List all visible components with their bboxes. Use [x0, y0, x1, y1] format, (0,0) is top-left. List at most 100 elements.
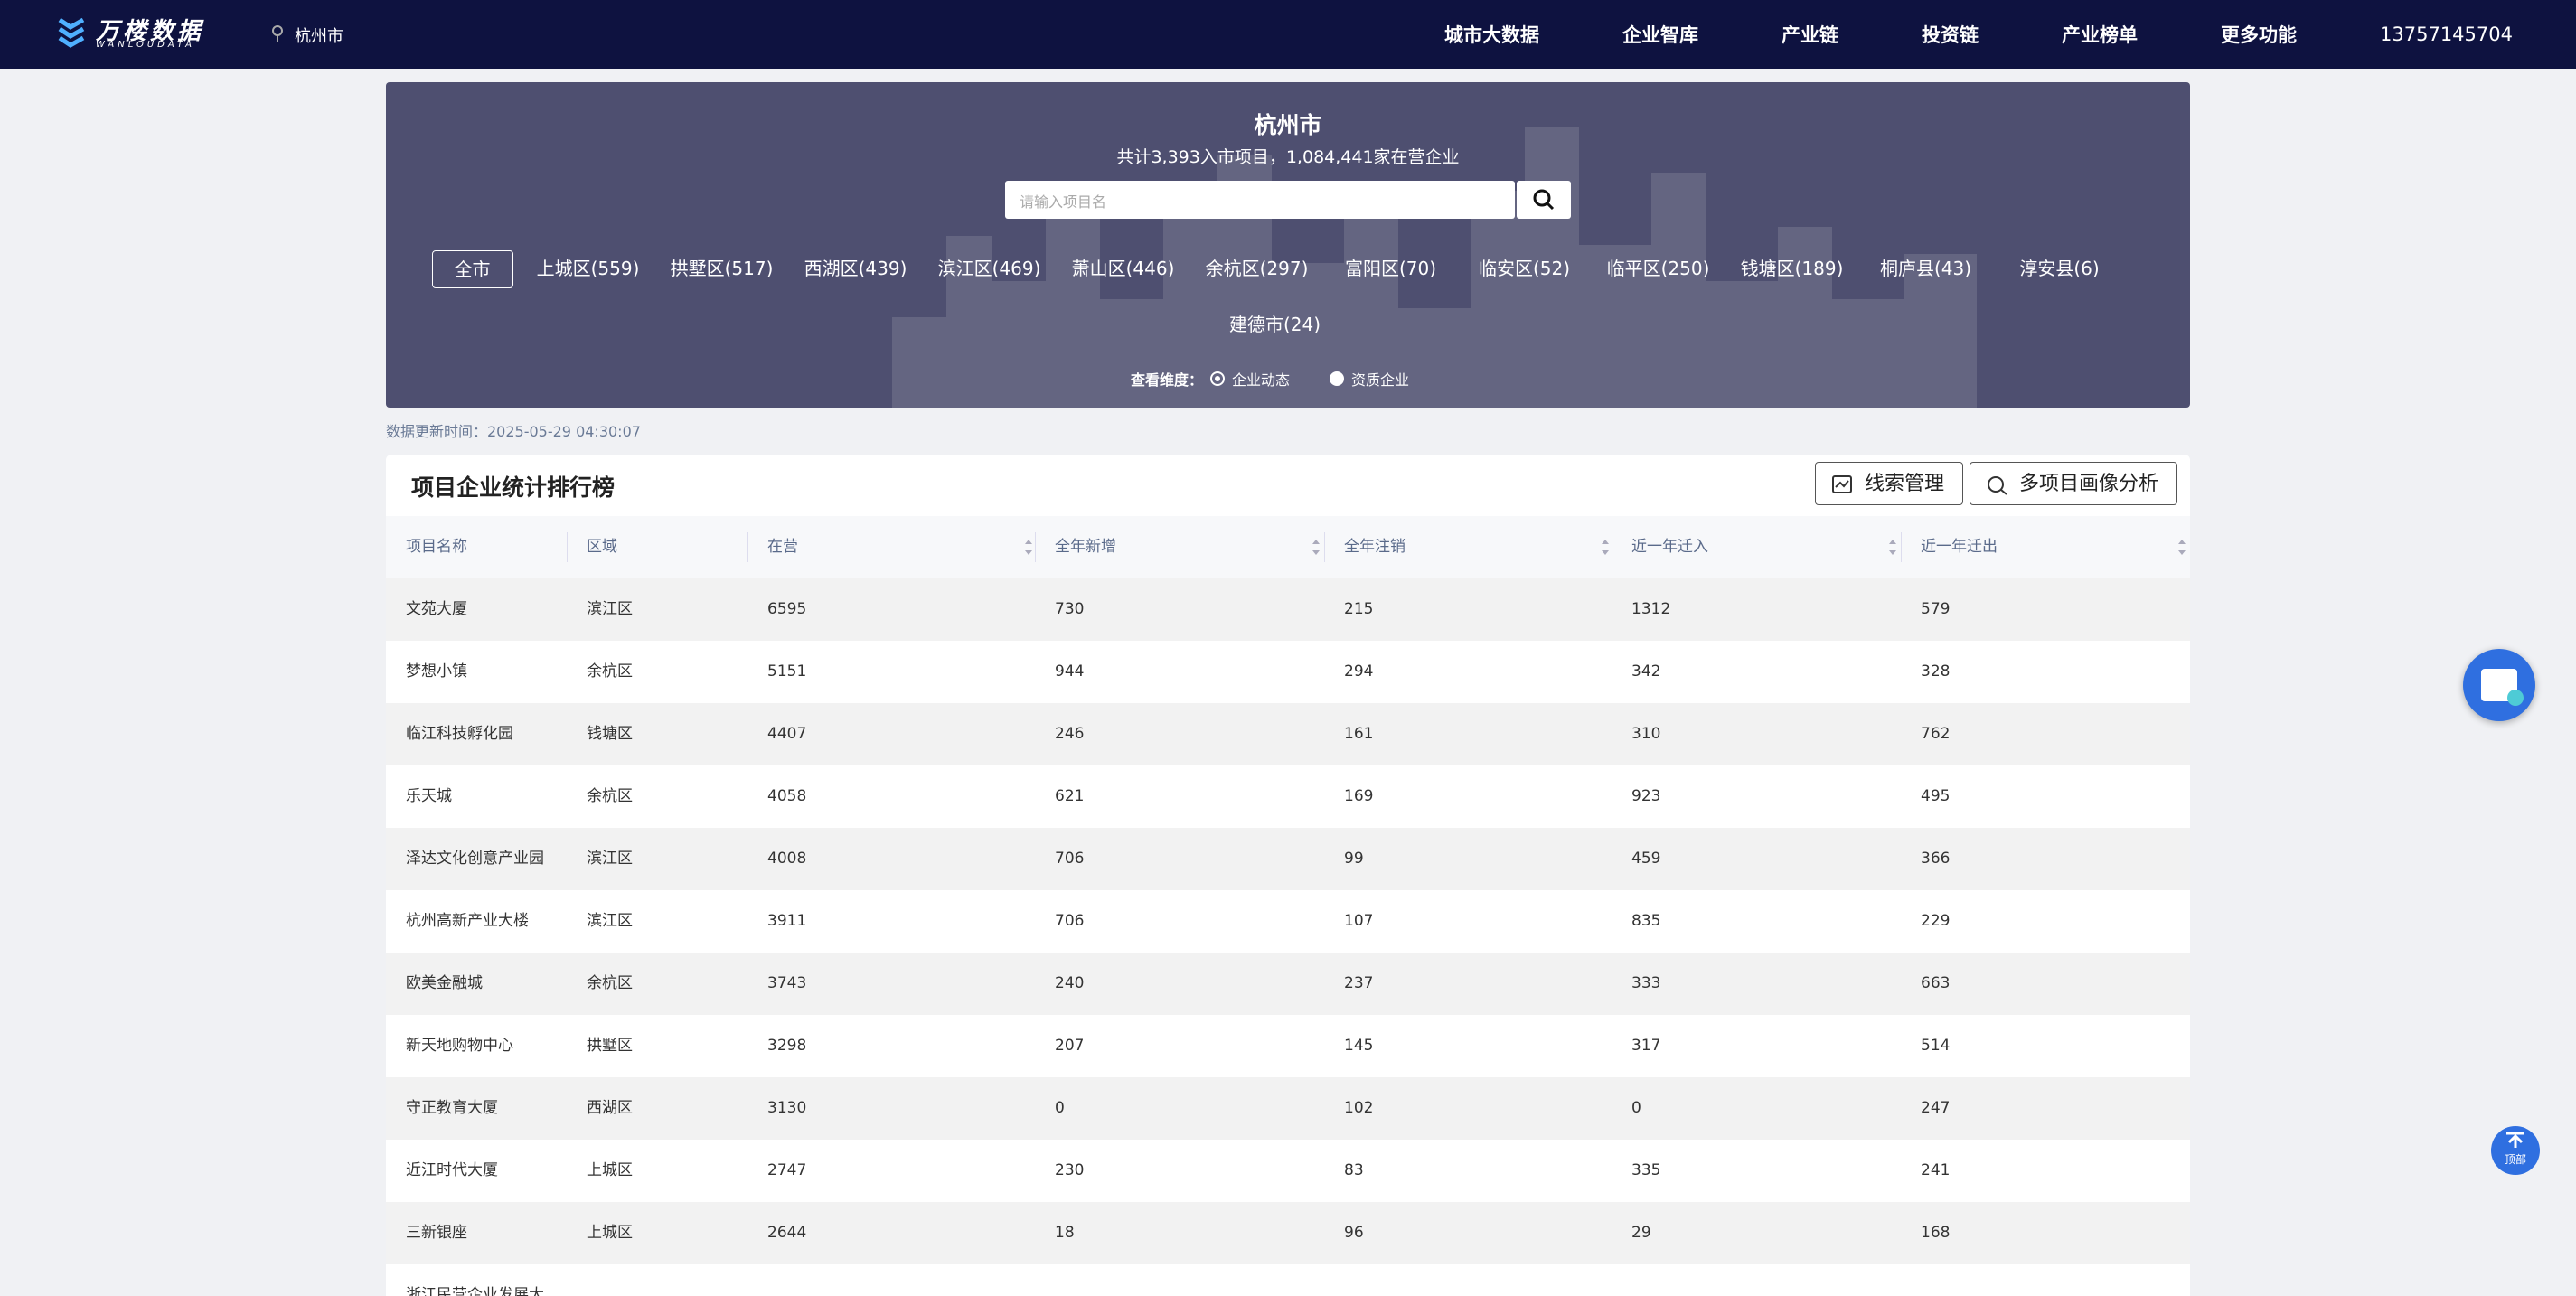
table-cell: 762	[1921, 725, 1951, 743]
header-cell: 全年注销	[1344, 538, 1406, 556]
table-cell: 0	[1631, 1099, 1641, 1117]
district-tab[interactable]: 余杭区(297)	[1205, 258, 1309, 279]
table-cell: 3130	[767, 1099, 807, 1117]
table-row[interactable]: 杭州高新产业大楼 滨江区 3911 706 107 835 229	[386, 890, 2190, 953]
table-cell: 新天地购物中心	[406, 1037, 513, 1055]
menu-item[interactable]: 投资链	[1922, 24, 1979, 46]
table-row[interactable]: 三新银座 上城区 2644 18 96 29 168	[386, 1202, 2190, 1264]
user-account[interactable]: 13757145704	[2380, 23, 2513, 45]
district-tab[interactable]: 临安区(52)	[1478, 258, 1571, 279]
radio-checked[interactable]	[1210, 371, 1226, 386]
view-option[interactable]: 企业动态	[1232, 371, 1291, 389]
table-row[interactable]: 浙江民营企业发展大	[386, 1264, 2190, 1296]
table-cell: 730	[1055, 600, 1085, 618]
table-cell: 145	[1344, 1037, 1374, 1055]
table: 项目名称 区域 在营 全年新增 全年注销 近一年迁入 近一年迁出 文苑大厦 滨江区 6595 730…	[386, 516, 2190, 1296]
sort-icon[interactable]	[1601, 516, 1610, 578]
table-cell: 18	[1055, 1224, 1075, 1242]
table-cell: 706	[1055, 912, 1085, 930]
table-cell: 514	[1921, 1037, 1951, 1055]
table-cell: 守正教育大厦	[406, 1099, 498, 1117]
table-cell: 294	[1344, 662, 1374, 681]
table-row[interactable]: 临江科技孵化园 钱塘区 4407 246 161 310 762	[386, 703, 2190, 765]
table-cell: 923	[1631, 787, 1661, 805]
table-cell: 29	[1631, 1224, 1651, 1242]
table-cell: 317	[1631, 1037, 1661, 1055]
column-divider	[747, 532, 748, 562]
table-row[interactable]: 乐天城 余杭区 4058 621 169 923 495	[386, 765, 2190, 828]
table-cell: 滨江区	[587, 912, 633, 930]
table-cell: 3743	[767, 974, 807, 992]
menu-item[interactable]: 产业榜单	[2062, 24, 2139, 46]
table-cell: 579	[1921, 600, 1951, 618]
table-row[interactable]: 近江时代大厦 上城区 2747 230 83 335 241	[386, 1140, 2190, 1202]
sort-icon[interactable]	[2177, 516, 2186, 578]
view-label: 查看维度：	[1131, 371, 1204, 389]
table-cell: 余杭区	[587, 974, 633, 992]
district-tab[interactable]: 富阳区(70)	[1344, 258, 1437, 279]
table-cell: 浙江民营企业发展大	[406, 1286, 544, 1296]
district-tab[interactable]: 建德市(24)	[1228, 314, 1321, 335]
table-row[interactable]: 欧美金融城 余杭区 3743 240 237 333 663	[386, 953, 2190, 1015]
table-cell: 5151	[767, 662, 807, 681]
view-option[interactable]: 资质企业	[1351, 371, 1410, 389]
table-cell: 328	[1921, 662, 1951, 681]
table-row[interactable]: 梦想小镇 余杭区 5151 944 294 342 328	[386, 641, 2190, 703]
menu-item[interactable]: 城市大数据	[1444, 24, 1540, 46]
table-cell: 215	[1344, 600, 1374, 618]
clue-button[interactable]: 线索管理	[1815, 462, 1964, 505]
district-tab[interactable]: 西湖区(439)	[804, 258, 907, 279]
district-tab[interactable]: 上城区(559)	[536, 258, 640, 279]
search-icon	[1533, 189, 1555, 211]
banner: 杭州市 共计3,393入市项目，1,084,441家在营企业 请输入项目名 全市…	[386, 82, 2190, 408]
sort-icon[interactable]	[1024, 516, 1033, 578]
menu-item[interactable]: 产业链	[1782, 24, 1839, 46]
skyline	[892, 127, 1977, 408]
table-row[interactable]: 泽达文化创意产业园 滨江区 4008 706 99 459 366	[386, 828, 2190, 890]
table-cell: 4407	[767, 725, 807, 743]
menu: 城市大数据 企业智库 产业链 投资链 产业榜单 更多功能 13757145704	[1444, 0, 2576, 69]
header-cell: 全年新增	[1055, 538, 1116, 556]
table-row[interactable]: 文苑大厦 滨江区 6595 730 215 1312 579	[386, 578, 2190, 641]
analysis-button[interactable]: 多项目画像分析	[1970, 462, 2178, 505]
city-select[interactable]: 杭州市	[295, 27, 343, 46]
radio[interactable]	[1330, 371, 1345, 386]
column-divider	[1324, 532, 1325, 562]
table-cell: 335	[1631, 1161, 1661, 1179]
search-input[interactable]: 请输入项目名	[1005, 181, 1515, 219]
district-tab[interactable]: 钱塘区(189)	[1740, 258, 1844, 279]
table-cell: 泽达文化创意产业园	[406, 850, 544, 868]
table-cell: 0	[1055, 1099, 1065, 1117]
table-cell: 钱塘区	[587, 725, 633, 743]
ranking-card: 项目企业统计排行榜 线索管理 多项目画像分析 项目名称 区域 在营 全年新增 全年注销近…	[386, 455, 2190, 1296]
back-to-top[interactable]: 顶部	[2491, 1126, 2540, 1175]
table-cell: 663	[1921, 974, 1951, 992]
column-divider	[567, 532, 568, 562]
district-tab[interactable]: 滨江区(469)	[937, 258, 1041, 279]
table-cell: 梦想小镇	[406, 662, 467, 681]
district-tab[interactable]: 全市	[431, 250, 513, 288]
button-label: 线索管理	[1865, 473, 1945, 495]
district-tab[interactable]: 拱墅区(517)	[670, 258, 774, 279]
top-label: 顶部	[2504, 1153, 2526, 1166]
column-divider	[1035, 532, 1036, 562]
district-tab[interactable]: 桐庐县(43)	[1879, 258, 1972, 279]
table-cell: 835	[1631, 912, 1661, 930]
district-tab[interactable]: 萧山区(446)	[1071, 258, 1175, 279]
table-cell: 333	[1631, 974, 1661, 992]
menu-item[interactable]: 更多功能	[2221, 24, 2298, 46]
sort-icon[interactable]	[1888, 516, 1897, 578]
chat-float[interactable]	[2463, 649, 2535, 721]
table-cell: 三新银座	[406, 1224, 467, 1242]
sort-icon[interactable]	[1312, 516, 1321, 578]
table-cell: 107	[1344, 912, 1374, 930]
search-button[interactable]	[1517, 181, 1571, 219]
table-row[interactable]: 守正教育大厦 西湖区 3130 0 102 0 247	[386, 1077, 2190, 1140]
district-tab[interactable]: 淳安县(6)	[2019, 258, 2100, 279]
table-row[interactable]: 新天地购物中心 拱墅区 3298 207 145 317 514	[386, 1015, 2190, 1077]
menu-item[interactable]: 企业智库	[1622, 24, 1699, 46]
table-cell: 207	[1055, 1037, 1085, 1055]
district-tab[interactable]: 临平区(250)	[1606, 258, 1710, 279]
table-cell: 滨江区	[587, 600, 633, 618]
